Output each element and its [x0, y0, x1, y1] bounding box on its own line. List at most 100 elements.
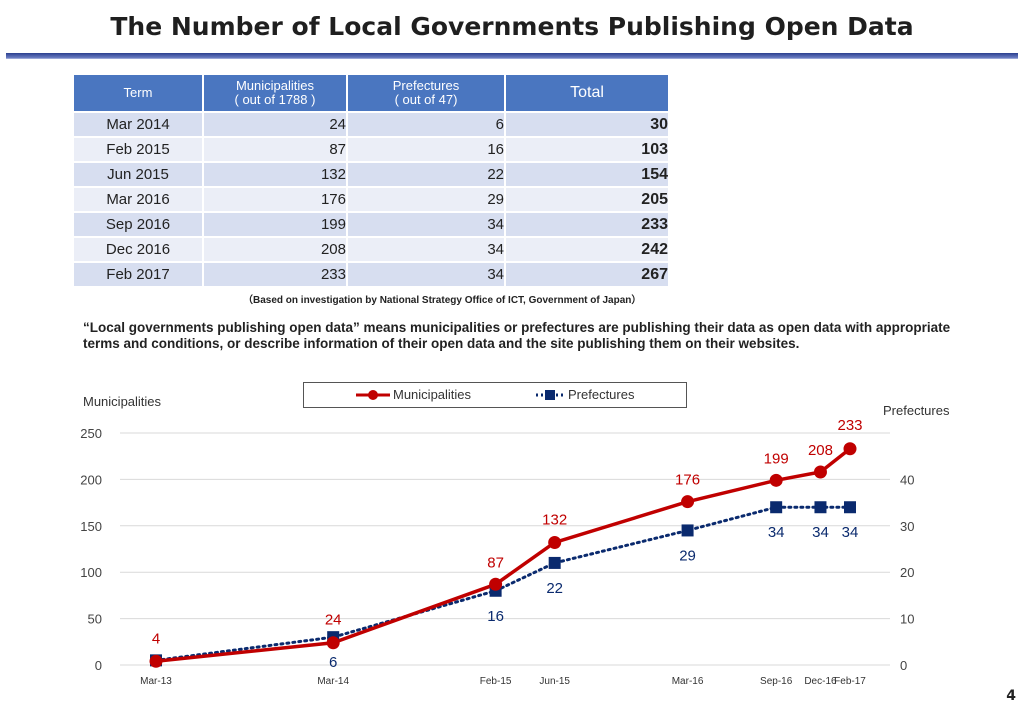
municipalities-point — [149, 654, 163, 668]
cell-municipalities: 199 — [204, 213, 348, 236]
header-term: Term — [74, 75, 204, 111]
right-tick-label: 30 — [900, 519, 914, 534]
prefectures-data-label: 29 — [679, 547, 696, 564]
cell-term: Dec 2016 — [74, 238, 204, 261]
table-row: Feb 2015 87 16 103 — [74, 138, 670, 161]
left-axis-title: Municipalities — [83, 394, 162, 409]
x-tick-label: Feb-15 — [480, 676, 512, 687]
municipalities-data-label: 87 — [487, 554, 504, 571]
prefectures-data-label: 34 — [812, 524, 829, 541]
left-tick-label: 200 — [80, 472, 102, 487]
prefectures-data-label: 6 — [329, 654, 337, 671]
cell-prefectures: 34 — [348, 263, 506, 286]
municipalities-series-line — [155, 447, 852, 664]
left-tick-label: 150 — [80, 519, 102, 534]
cell-municipalities: 176 — [204, 188, 348, 211]
right-tick-label: 10 — [900, 612, 914, 627]
municipalities-data-label: 208 — [808, 442, 833, 459]
cell-municipalities: 208 — [204, 238, 348, 261]
cell-prefectures: 6 — [348, 113, 506, 136]
legend-municipalities-label: Municipalities — [393, 387, 472, 402]
legend-swatches — [356, 390, 566, 400]
prefectures-data-label: 16 — [487, 608, 504, 625]
header-total: Total — [506, 75, 670, 111]
open-data-table: Term Municipalities ( out of 1788 ) Pref… — [74, 73, 670, 288]
municipalities-point — [681, 495, 695, 509]
chart-legend: Municipalities Prefectures — [303, 382, 687, 408]
cell-term: Feb 2017 — [74, 263, 204, 286]
x-tick-label: Mar-16 — [672, 676, 704, 687]
prefectures-point — [770, 501, 783, 514]
municipalities-point — [813, 465, 827, 479]
header-prefectures-line2: ( out of 47) — [394, 92, 458, 107]
left-tick-label: 0 — [95, 658, 102, 673]
table-row: Dec 2016 208 34 242 — [74, 238, 670, 261]
left-tick-label: 50 — [88, 612, 102, 627]
prefectures-data-label: 34 — [768, 524, 785, 541]
cell-total: 30 — [506, 113, 670, 136]
header-prefectures: Prefectures ( out of 47) — [348, 75, 506, 111]
table-row: Jun 2015 132 22 154 — [74, 163, 670, 186]
municipalities-point — [489, 577, 503, 591]
prefectures-data-label: 22 — [546, 580, 563, 597]
x-tick-label: Sep-16 — [760, 676, 793, 687]
cell-prefectures: 34 — [348, 213, 506, 236]
municipalities-data-label: 24 — [325, 612, 342, 629]
municipalities-data-label: 233 — [837, 417, 862, 434]
cell-prefectures: 16 — [348, 138, 506, 161]
legend-municipalities-marker — [368, 390, 378, 400]
left-tick-label: 250 — [80, 426, 102, 441]
municipalities-data-label: 132 — [542, 512, 567, 529]
right-tick-label: 40 — [900, 472, 914, 487]
municipalities-point — [326, 636, 340, 650]
cell-total: 103 — [506, 138, 670, 161]
prefectures-point — [548, 556, 561, 569]
x-tick-label: Jun-15 — [539, 676, 570, 687]
municipalities-point — [548, 536, 562, 550]
cell-municipalities: 87 — [204, 138, 348, 161]
cell-term: Jun 2015 — [74, 163, 204, 186]
cell-total: 154 — [506, 163, 670, 186]
cell-municipalities: 24 — [204, 113, 348, 136]
prefectures-point — [681, 524, 694, 537]
cell-term: Mar 2014 — [74, 113, 204, 136]
municipalities-point — [769, 473, 783, 487]
legend-prefectures-marker — [545, 390, 555, 400]
cell-municipalities: 132 — [204, 163, 348, 186]
cell-prefectures: 29 — [348, 188, 506, 211]
header-municipalities: Municipalities ( out of 1788 ) — [204, 75, 348, 111]
title-divider — [6, 53, 1018, 59]
left-tick-label: 100 — [80, 565, 102, 580]
cell-total: 242 — [506, 238, 670, 261]
municipalities-data-label: 199 — [764, 450, 789, 467]
right-tick-label: 20 — [900, 565, 914, 580]
municipalities-data-label: 176 — [675, 472, 700, 489]
cell-prefectures: 34 — [348, 238, 506, 261]
header-prefectures-line1: Prefectures — [392, 78, 460, 93]
definition-text: “Local governments publishing open data”… — [83, 320, 951, 351]
x-tick-label: Mar-13 — [140, 676, 172, 687]
right-axis-title: Prefectures — [883, 403, 950, 418]
table-row: Mar 2016 176 29 205 — [74, 188, 670, 211]
table-row: Mar 2014 24 6 30 — [74, 113, 670, 136]
legend-prefectures-label: Prefectures — [568, 387, 635, 402]
table-header-row: Term Municipalities ( out of 1788 ) Pref… — [74, 75, 670, 111]
prefectures-data-label: 34 — [842, 524, 859, 541]
header-municipalities-line1: Municipalities — [235, 78, 315, 93]
prefectures-point — [814, 501, 827, 514]
prefectures-point — [844, 501, 856, 514]
source-note: （Based on investigation by National Stra… — [243, 295, 642, 306]
right-tick-label: 0 — [900, 658, 907, 673]
cell-municipalities: 233 — [204, 263, 348, 286]
header-municipalities-line2: ( out of 1788 ) — [234, 92, 316, 107]
cell-term: Mar 2016 — [74, 188, 204, 211]
cell-term: Sep 2016 — [74, 213, 204, 236]
table-row: Feb 2017 233 34 267 — [74, 263, 670, 286]
x-tick-label: Feb-17 — [834, 676, 866, 687]
table-row: Sep 2016 199 34 233 — [74, 213, 670, 236]
page-number: 4 — [1006, 688, 1016, 704]
prefectures-series-line — [154, 505, 852, 662]
cell-total: 233 — [506, 213, 670, 236]
page-title: The Number of Local Governments Publishi… — [110, 12, 914, 41]
